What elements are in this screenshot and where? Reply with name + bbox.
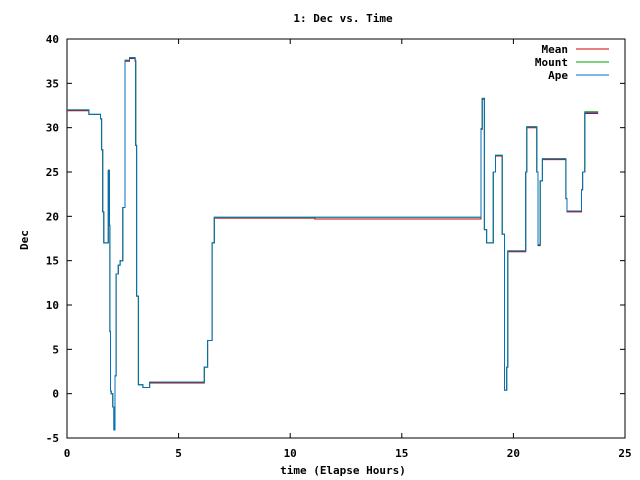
y-tick-label: 40 <box>46 33 59 46</box>
legend-label-ape: Ape <box>548 69 568 82</box>
y-axis-ticks: -5 0 5 10 15 20 25 30 35 40 <box>46 33 625 445</box>
series-line-mount <box>67 57 599 431</box>
series-line-mean <box>67 58 599 430</box>
x-tick-label: 5 <box>175 447 182 460</box>
y-tick-label: -5 <box>46 432 59 445</box>
x-tick-label: 15 <box>395 447 408 460</box>
x-tick-label: 25 <box>618 447 631 460</box>
y-tick-label: 30 <box>46 122 59 135</box>
y-tick-label: 0 <box>52 388 59 401</box>
y-tick-label: 25 <box>46 166 59 179</box>
chart-title: 1: Dec vs. Time <box>293 12 393 25</box>
legend-label-mount: Mount <box>535 56 568 69</box>
plot-frame <box>66 38 626 439</box>
x-tick-label: 20 <box>507 447 520 460</box>
x-tick-label: 0 <box>64 447 71 460</box>
y-tick-label: 5 <box>52 343 59 356</box>
y-tick-label: 10 <box>46 299 59 312</box>
y-tick-label: 15 <box>46 255 59 268</box>
series-lines <box>67 57 599 431</box>
x-axis-label: time (Elapse Hours) <box>280 464 406 477</box>
y-tick-label: 35 <box>46 77 59 90</box>
y-axis-label: Dec <box>18 230 31 250</box>
legend-label-mean: Mean <box>542 43 569 56</box>
series-line-ape <box>67 57 599 431</box>
y-tick-label: 20 <box>46 210 59 223</box>
x-tick-label: 10 <box>284 447 297 460</box>
x-axis-ticks: 0 5 10 15 20 25 <box>64 39 632 460</box>
